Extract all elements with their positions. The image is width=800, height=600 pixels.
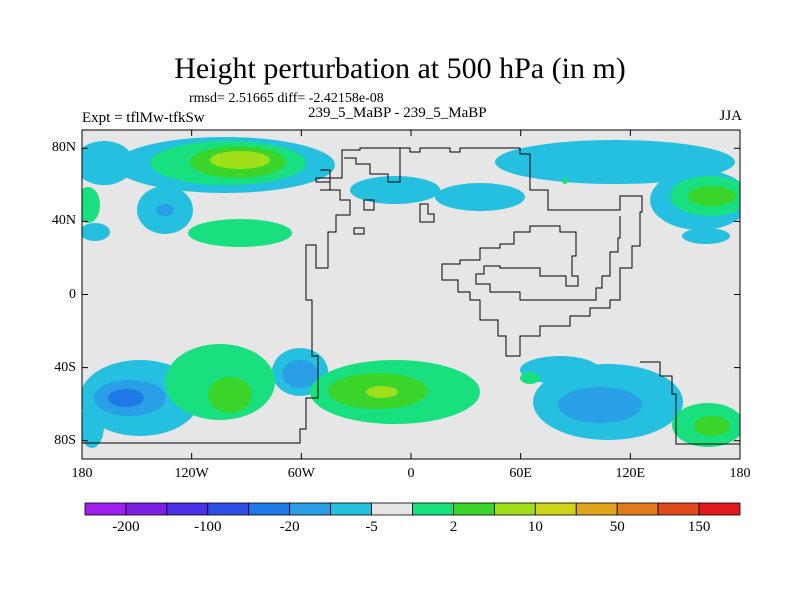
x-tick-label: 180 xyxy=(71,466,93,481)
colorbar-swatch xyxy=(207,502,250,516)
colorbar-swatch xyxy=(453,502,495,516)
colorbar-swatch xyxy=(248,502,291,516)
colorbar-swatch xyxy=(657,502,700,516)
x-tick-label: 180 xyxy=(729,466,751,481)
colorbar-label: 10 xyxy=(527,519,543,535)
colorbar-swatch xyxy=(289,502,332,516)
contour-region xyxy=(82,404,104,448)
contour-region xyxy=(82,141,134,185)
colorbar-swatch xyxy=(534,502,577,516)
coastline-layer xyxy=(82,147,740,445)
colorbar-swatch xyxy=(371,502,413,516)
colorbar-label: 50 xyxy=(609,519,625,535)
colorbar-swatch xyxy=(330,502,372,516)
contour-region xyxy=(694,416,730,436)
y-tick-label: 40S xyxy=(54,359,76,375)
contour-region xyxy=(82,187,100,223)
island-outline xyxy=(353,227,365,235)
x-tick-label: 0 xyxy=(407,466,415,481)
contour-region xyxy=(562,178,568,184)
colorbar-swatch xyxy=(125,502,168,516)
southern-landmass-outline xyxy=(640,361,740,445)
y-tick-label: 40N xyxy=(51,213,76,229)
contour-region xyxy=(108,389,144,407)
contour-region xyxy=(82,223,110,241)
contour-region xyxy=(520,372,540,384)
contour-region xyxy=(282,360,318,388)
contour-fill-layer xyxy=(82,137,740,448)
season-label: JJA xyxy=(719,108,742,124)
contour-region xyxy=(688,186,736,206)
colorbar-swatch xyxy=(493,502,536,516)
contour-region xyxy=(188,219,292,247)
plot-title: Height perturbation at 500 hPa (in m) xyxy=(174,52,626,85)
colorbar-swatch xyxy=(575,502,618,516)
colorbar-swatch xyxy=(166,502,209,516)
colorbar-swatch xyxy=(616,502,659,516)
y-tick-label: 80S xyxy=(54,432,76,448)
contour-region xyxy=(208,377,252,413)
colorbar-label: 2 xyxy=(449,519,458,535)
colorbar-swatch xyxy=(412,502,454,516)
north-coast-outline xyxy=(344,148,401,183)
contour-region xyxy=(366,386,398,398)
experiment-label: Expt = tflMw-tfkSw xyxy=(82,110,205,126)
island-outline xyxy=(419,203,435,223)
contour-region xyxy=(156,204,174,216)
colorbar xyxy=(84,502,741,516)
colorbar-label: -5 xyxy=(365,519,378,535)
island-outline xyxy=(363,199,375,211)
colorbar-label: -20 xyxy=(279,519,300,535)
colorbar-swatch xyxy=(698,502,741,516)
contour-region xyxy=(435,183,525,211)
colorbar-label: 150 xyxy=(687,519,711,535)
contour-region xyxy=(210,151,270,169)
contour-region xyxy=(682,228,730,244)
colorbar-label: -100 xyxy=(194,519,222,535)
stats-label: rmsd= 2.51665 diff= -2.42158e-08 xyxy=(189,91,384,106)
strong-negative-regions xyxy=(108,389,144,407)
coastline-detail xyxy=(320,169,331,191)
y-axis-ticks xyxy=(82,147,740,442)
x-tick-label: 60E xyxy=(509,466,532,481)
colorbar-swatch xyxy=(84,502,127,516)
strong-positive-regions xyxy=(210,151,398,398)
x-tick-label: 120W xyxy=(174,466,209,481)
contour-region xyxy=(495,140,735,184)
case-label: 239_5_MaBP - 239_5_MaBP xyxy=(308,105,487,121)
eurasia-africa-outline xyxy=(82,147,643,444)
y-tick-label: 80N xyxy=(51,140,76,156)
x-axis-ticks xyxy=(81,130,741,459)
colorbar-label: -200 xyxy=(112,519,140,535)
contour-region xyxy=(558,387,642,423)
x-tick-label: 120E xyxy=(615,466,646,481)
y-tick-label: 0 xyxy=(69,286,76,302)
contour-region xyxy=(350,176,440,204)
x-tick-label: 60W xyxy=(287,466,315,481)
contour-region xyxy=(520,356,600,384)
